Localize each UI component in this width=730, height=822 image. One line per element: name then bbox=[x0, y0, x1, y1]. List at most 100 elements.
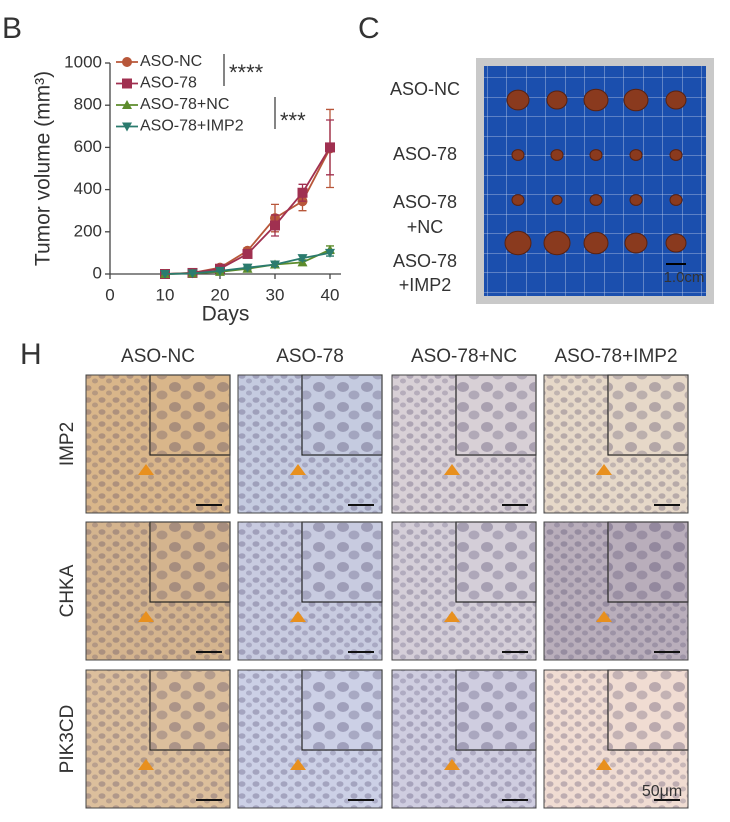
tumor bbox=[551, 195, 563, 205]
ihc-border bbox=[85, 669, 231, 809]
column-header: ASO-78+IMP2 bbox=[554, 346, 677, 367]
ihc-inset-texture bbox=[303, 671, 381, 749]
x-tick-label: 30 bbox=[266, 285, 285, 304]
ihc-inset-texture bbox=[303, 523, 381, 601]
column-header: ASO-78 bbox=[276, 346, 344, 367]
arrowhead bbox=[444, 759, 460, 770]
tumor bbox=[629, 149, 643, 161]
ihc-border bbox=[391, 374, 537, 514]
photo-row-label: +NC bbox=[407, 217, 444, 237]
data-point bbox=[270, 220, 280, 231]
ihc-border bbox=[543, 669, 689, 809]
tumor bbox=[589, 194, 603, 206]
tumor bbox=[669, 149, 683, 161]
ihc-border bbox=[85, 374, 231, 514]
ihc-border bbox=[391, 669, 537, 809]
ihc-inset-texture bbox=[609, 671, 687, 749]
ihc-border bbox=[85, 521, 231, 661]
x-tick-label: 10 bbox=[156, 285, 175, 304]
panel-label: H bbox=[20, 338, 42, 371]
tumor bbox=[623, 88, 649, 112]
data-point bbox=[215, 266, 225, 276]
row-label: IMP2 bbox=[57, 422, 78, 466]
arrowhead bbox=[138, 464, 154, 475]
data-point bbox=[297, 254, 308, 264]
arrowhead bbox=[138, 611, 154, 622]
tumor bbox=[665, 90, 687, 110]
arrowhead bbox=[596, 611, 612, 622]
tumor bbox=[511, 194, 525, 206]
ihc-border bbox=[391, 521, 537, 661]
ihc-scale-label: 50μm bbox=[642, 783, 682, 800]
column-header: ASO-NC bbox=[121, 346, 195, 367]
ihc-inset-texture bbox=[609, 376, 687, 454]
arrowhead bbox=[444, 464, 460, 475]
photo-row-label: ASO-78 bbox=[393, 144, 457, 164]
ihc-inset-texture bbox=[303, 376, 381, 454]
x-axis-label: Days bbox=[202, 303, 250, 326]
arrowhead bbox=[596, 759, 612, 770]
data-point bbox=[270, 260, 280, 270]
annotation: **** bbox=[229, 60, 264, 85]
arrowhead bbox=[290, 759, 306, 770]
tumor bbox=[504, 230, 532, 256]
tumor bbox=[589, 149, 603, 161]
tumor bbox=[624, 232, 648, 254]
x-tick-label: 40 bbox=[321, 285, 340, 304]
tumor bbox=[665, 233, 687, 253]
photo-row-label: +IMP2 bbox=[399, 275, 452, 295]
ihc-border bbox=[237, 374, 383, 514]
ihc-inset-texture bbox=[151, 671, 229, 749]
data-point bbox=[160, 270, 170, 279]
y-tick-label: 800 bbox=[74, 95, 102, 114]
photo-scale-label: 1.0cm bbox=[664, 269, 705, 286]
tumor bbox=[511, 149, 525, 161]
y-tick-label: 200 bbox=[74, 221, 102, 240]
row-label: CHKA bbox=[57, 564, 78, 617]
ihc-inset-texture bbox=[609, 523, 687, 601]
legend-label: ASO-78+IMP2 bbox=[140, 118, 244, 135]
tumor bbox=[550, 149, 564, 161]
legend-marker bbox=[122, 122, 132, 132]
ihc-border bbox=[237, 669, 383, 809]
column-header: ASO-78+NC bbox=[411, 346, 517, 367]
ihc-border bbox=[543, 521, 689, 661]
arrowhead bbox=[444, 611, 460, 622]
arrowhead bbox=[290, 611, 306, 622]
tumor bbox=[669, 194, 683, 206]
legend-marker bbox=[122, 100, 132, 109]
legend-label: ASO-78+NC bbox=[140, 96, 229, 113]
data-point bbox=[297, 187, 308, 198]
tumor bbox=[543, 230, 571, 256]
annotation: *** bbox=[280, 108, 306, 133]
photo-row-label: ASO-78 bbox=[393, 192, 457, 212]
legend-marker bbox=[122, 57, 132, 67]
x-tick-label: 0 bbox=[105, 285, 114, 304]
arrowhead bbox=[138, 759, 154, 770]
data-point bbox=[187, 269, 198, 279]
ihc-border bbox=[543, 374, 689, 514]
data-point bbox=[242, 263, 253, 273]
ihc-border bbox=[237, 521, 383, 661]
y-tick-label: 1000 bbox=[64, 52, 102, 71]
photo-row-label: ASO-NC bbox=[390, 79, 460, 99]
data-point bbox=[325, 142, 335, 153]
legend-label: ASO-78 bbox=[140, 75, 197, 92]
tumor bbox=[583, 88, 609, 112]
data-point bbox=[325, 248, 335, 258]
tumor bbox=[583, 231, 609, 255]
y-axis-label: Tumor volume (mm³) bbox=[32, 71, 55, 266]
panel-label: B bbox=[2, 12, 22, 45]
photo-row-label: ASO-78 bbox=[393, 251, 457, 271]
ihc-inset-texture bbox=[457, 376, 535, 454]
ihc-inset-texture bbox=[151, 376, 229, 454]
legend-marker bbox=[122, 78, 132, 89]
ihc-inset-texture bbox=[457, 523, 535, 601]
arrowhead bbox=[596, 464, 612, 475]
tumor bbox=[629, 194, 643, 206]
data-point bbox=[242, 248, 253, 259]
y-tick-label: 600 bbox=[74, 137, 102, 156]
panel-label: C bbox=[358, 12, 380, 45]
x-tick-label: 20 bbox=[211, 285, 230, 304]
